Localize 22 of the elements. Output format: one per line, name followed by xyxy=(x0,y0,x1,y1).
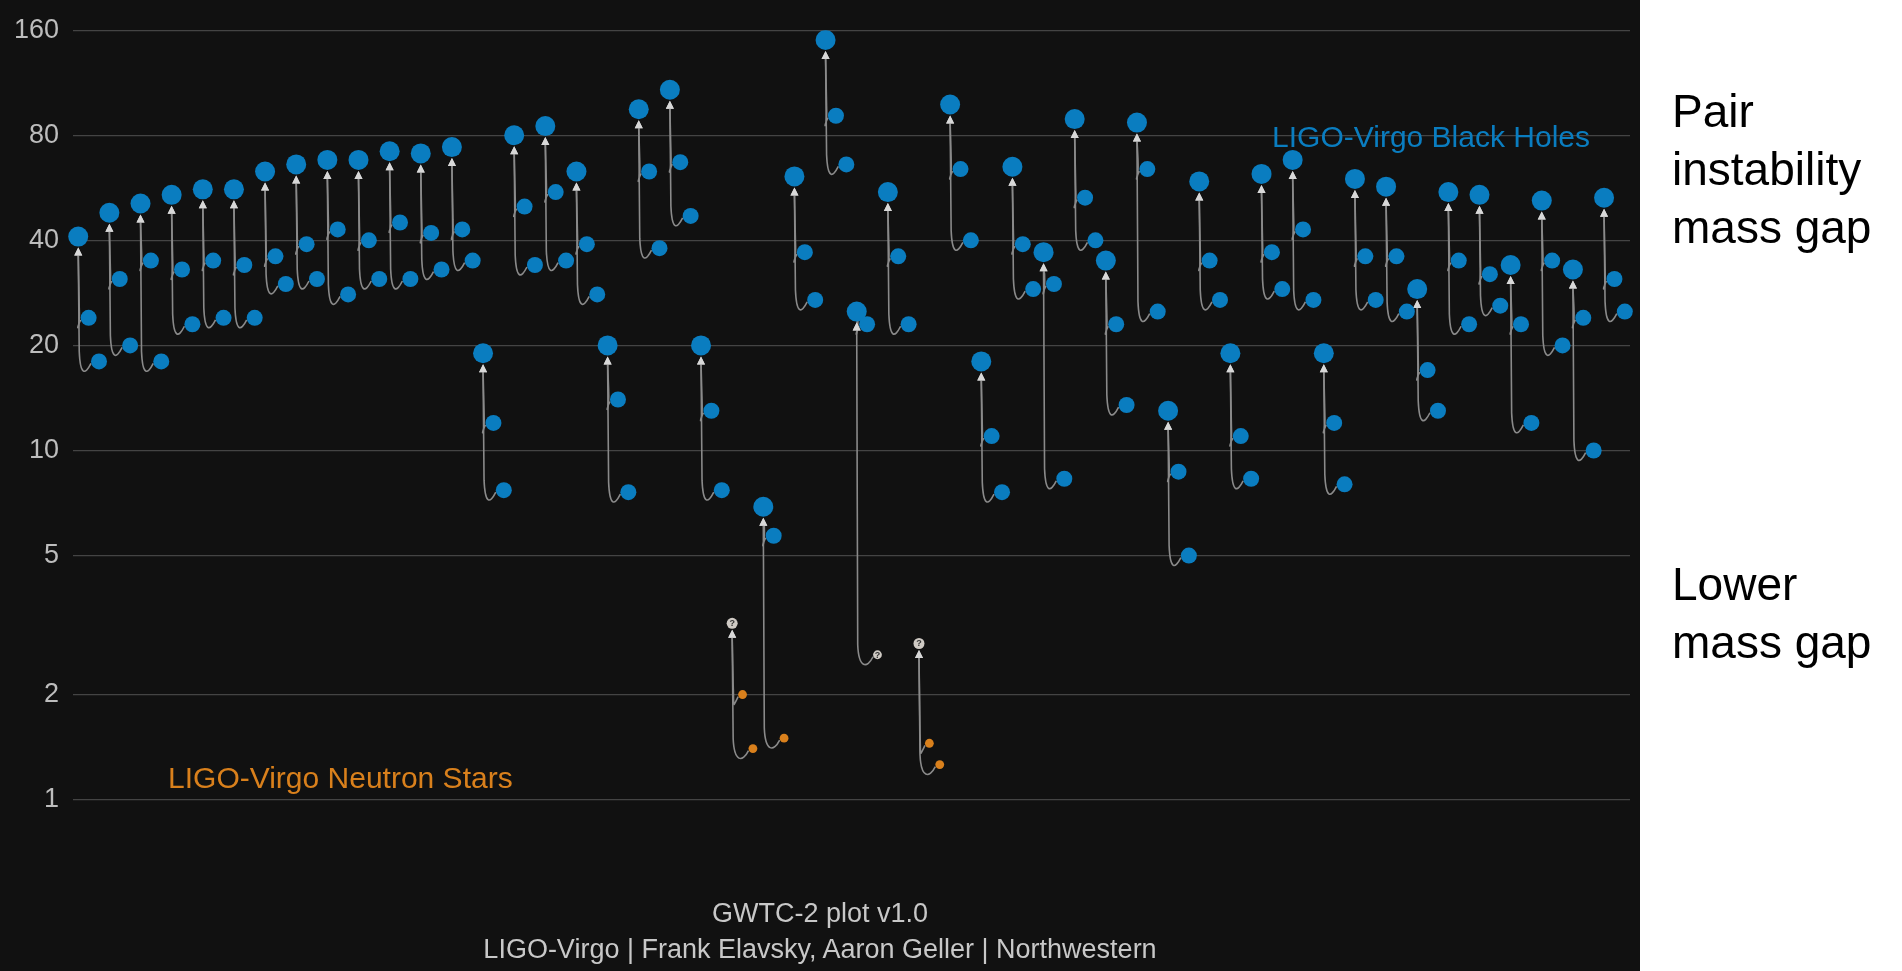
point xyxy=(779,733,789,743)
data-label: ? xyxy=(729,618,735,629)
data-label: ? xyxy=(874,649,881,660)
text: Pair instability mass gap xyxy=(1672,84,1873,255)
text: LIGO-Virgo Neutron Stars xyxy=(168,760,513,794)
y-tick-label: 5 xyxy=(44,539,60,570)
y-tick-label: 1 xyxy=(44,783,60,814)
text: GWTC-2 plot v1.0 xyxy=(710,897,930,930)
y-tick-label: 2 xyxy=(44,677,60,708)
y-tick-label: 40 xyxy=(29,223,60,254)
point xyxy=(748,744,758,753)
y-tick-label: 20 xyxy=(29,328,60,359)
text: Lower mass gap xyxy=(1672,557,1873,670)
y-tick-label: 80 xyxy=(29,118,60,149)
point xyxy=(738,690,747,699)
text: LIGO-Virgo | Frank Elavsky, Aaron Geller | Northwestern xyxy=(482,933,1158,966)
y-tick-label: 160 xyxy=(13,13,60,44)
point xyxy=(924,738,934,748)
point xyxy=(935,760,945,769)
series-label: LIGO-Virgo Black Holes xyxy=(1272,120,1590,154)
data-label: ? xyxy=(916,638,922,649)
y-tick-label: 10 xyxy=(29,433,60,464)
